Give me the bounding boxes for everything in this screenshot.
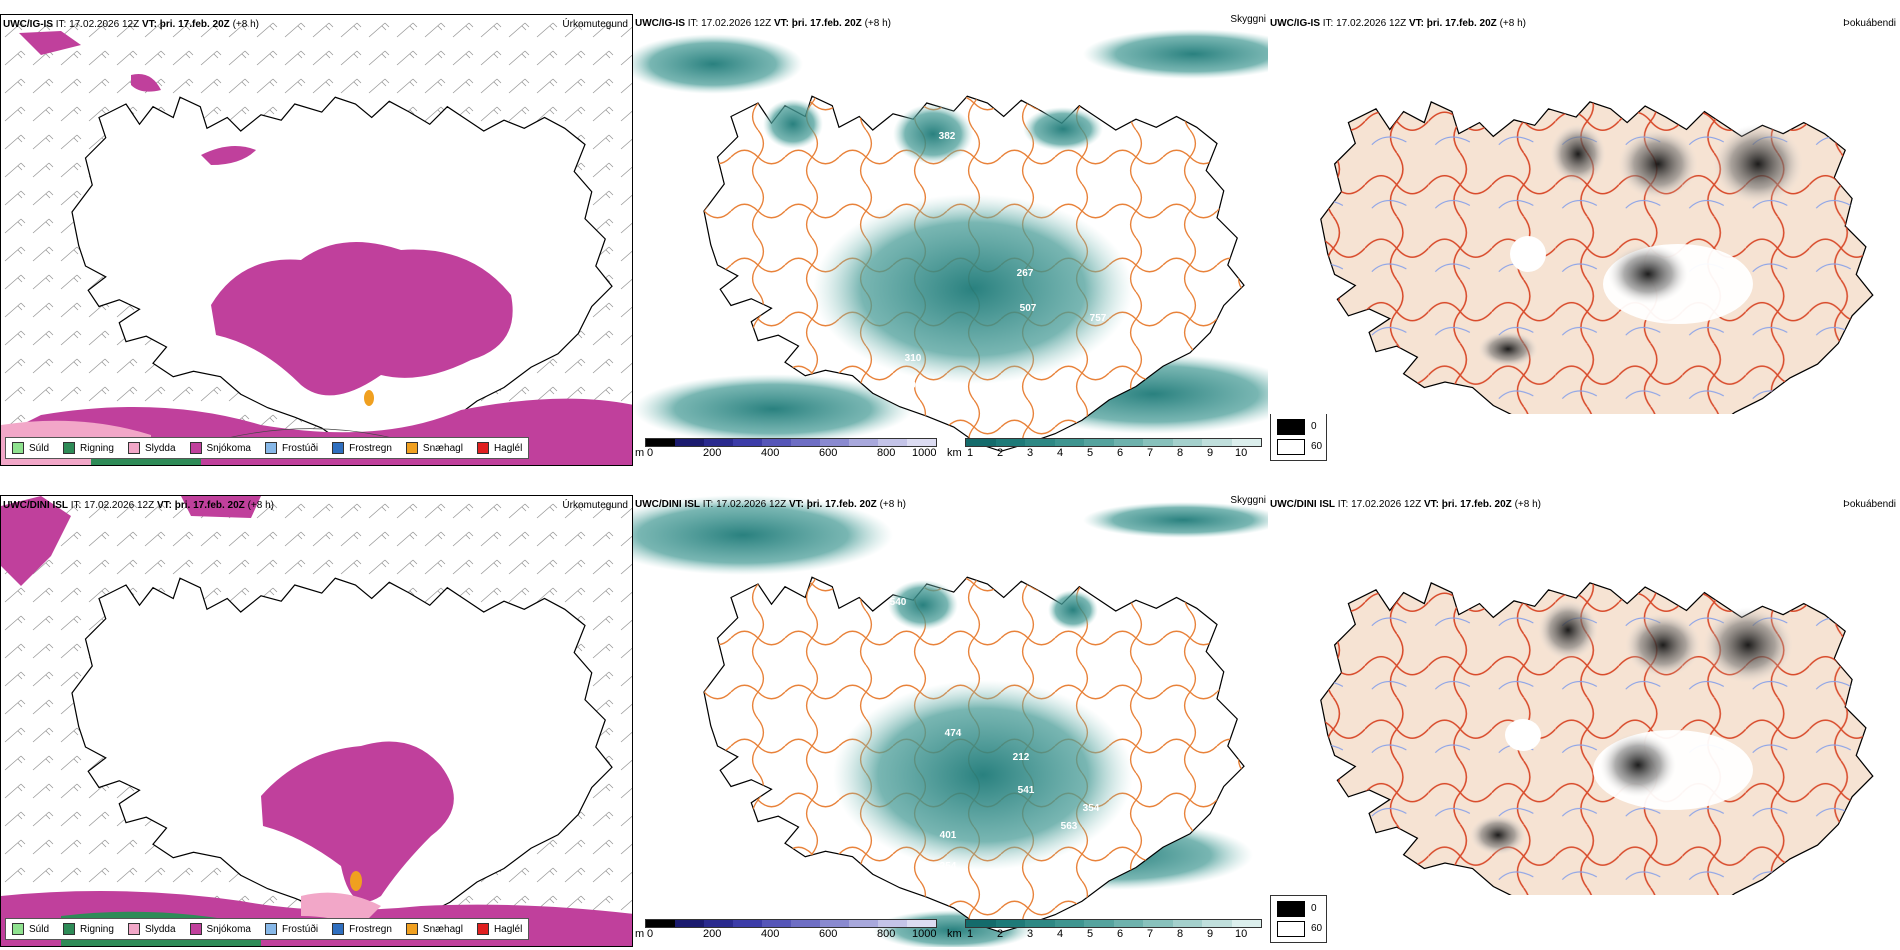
legend-item: Slydda (127, 923, 176, 935)
ceiling-value: 354 (940, 861, 957, 872)
precip-legend: Súld Rigning Slydda Snjókoma Frostúði Fr… (5, 437, 530, 459)
ceiling-colorbar (645, 438, 937, 447)
ceiling-value: 474 (945, 728, 962, 739)
legend-item: Rigning (63, 442, 114, 454)
legend-swatch-light (1277, 439, 1305, 455)
visibility-title-row2: UWC/DINI ISL IT: 17.02.2026 12Z VT: þri.… (635, 499, 906, 510)
cloud-legend-row2: 0 60 (1270, 895, 1327, 943)
legend-item: Frostregn (332, 442, 392, 454)
legend-item: Slydda (127, 442, 176, 454)
legend-item: Snæhagl (405, 442, 463, 454)
legend-swatch (127, 442, 140, 454)
legend-swatch (332, 923, 345, 935)
precip-panel-row1: UWC/IG-IS IT: 17.02.2026 12Z VT: þri. 17… (0, 14, 633, 466)
visibility-title-row1: UWC/IG-IS IT: 17.02.2026 12Z VT: þri. 17… (635, 18, 891, 29)
legend-swatch (332, 442, 345, 454)
visibility-panel-row2: 977 540 474 212 541 354 563 401 354 UWC/… (633, 495, 1268, 947)
legend-item: Frostúði (264, 442, 318, 454)
precip-panel-label: Úrkomutegund (562, 500, 628, 511)
visibility-colorbars: m 0 200 400 600 800 1000 km 1 2 3 4 5 6 … (635, 438, 1265, 460)
fog-panel-row2: UWC/DINI ISL IT: 17.02.2026 12Z VT: þri.… (1268, 495, 1900, 895)
visibility-panel-label: Skyggni (1230, 495, 1266, 506)
legend-item: Súld (12, 442, 49, 454)
ceiling-value: 977 (893, 507, 910, 518)
legend-swatch (127, 923, 140, 935)
legend-swatch (12, 923, 24, 935)
ceiling-value: 401 (940, 830, 957, 841)
precip-panel-label: Úrkomutegund (562, 19, 628, 30)
legend-item: Snjókoma (189, 442, 251, 454)
legend-item: Snæhagl (405, 923, 463, 935)
precip-legend: Súld Rigning Slydda Snjókoma Frostúði Fr… (5, 918, 530, 940)
legend-swatch-dark (1277, 419, 1305, 435)
ceiling-value: 540 (890, 597, 907, 608)
legend-item: Frostúði (264, 923, 318, 935)
legend-item: Snjókoma (189, 923, 251, 935)
ceiling-value: 212 (1013, 752, 1030, 763)
ceiling-value: 382 (939, 131, 956, 142)
fog-map (1320, 582, 1874, 895)
legend-item: Haglél (476, 442, 522, 454)
fog-title-row2: UWC/DINI ISL IT: 17.02.2026 12Z VT: þri.… (1270, 499, 1541, 510)
ceiling-value: 563 (1061, 821, 1078, 832)
legend-item: Haglél (476, 923, 522, 935)
legend-swatch (189, 442, 202, 454)
fog-map (1320, 101, 1874, 414)
fog-panel-label: Þokuábendi (1843, 18, 1896, 29)
vis-colorbar (965, 438, 1262, 447)
precip-title-row1: UWC/IG-IS IT: 17.02.2026 12Z VT: þri. 17… (3, 19, 259, 30)
ceiling-value: 541 (1018, 785, 1035, 796)
ceiling-value: 354 (1083, 803, 1100, 814)
ceiling-value: 507 (1020, 303, 1037, 314)
legend-swatch (63, 923, 76, 935)
legend-swatch (476, 923, 489, 935)
precip-map (1, 15, 632, 465)
legend-swatch (264, 442, 277, 454)
legend-swatch (189, 923, 202, 935)
precip-title-row2: UWC/DINI ISL IT: 17.02.2026 12Z VT: þri.… (3, 500, 274, 511)
visibility-panel-row1: 382 267 507 757 310 393 UWC/IG-IS IT: 17… (633, 14, 1268, 466)
precip-map (1, 496, 632, 946)
legend-item: Súld (12, 923, 49, 935)
legend-swatch-dark (1277, 901, 1305, 917)
visibility-panel-label: Skyggni (1230, 14, 1266, 25)
legend-swatch (63, 442, 76, 454)
legend-swatch (476, 442, 489, 454)
visibility-colorbars: m 0 200 400 600 800 1000 km 1 2 3 4 5 6 … (635, 919, 1265, 941)
legend-swatch (405, 923, 418, 935)
legend-swatch-light (1277, 921, 1305, 937)
fog-panel-label: Þokuábendi (1843, 499, 1896, 510)
legend-swatch (405, 442, 418, 454)
precip-panel-row2: UWC/DINI ISL IT: 17.02.2026 12Z VT: þri.… (0, 495, 633, 947)
ceiling-value: 757 (1090, 313, 1107, 324)
fog-title-row1: UWC/IG-IS IT: 17.02.2026 12Z VT: þri. 17… (1270, 18, 1526, 29)
ceiling-colorbar (645, 919, 937, 928)
legend-item: Rigning (63, 923, 114, 935)
cloud-legend-row1: 0 60 (1270, 413, 1327, 461)
legend-item: Frostregn (332, 923, 392, 935)
vis-colorbar (965, 919, 1262, 928)
ceiling-value: 310 (905, 353, 922, 364)
legend-swatch (264, 923, 277, 935)
legend-swatch (12, 442, 24, 454)
ceiling-value: 267 (1017, 268, 1034, 279)
visibility-map: 977 540 474 212 541 354 563 401 354 (633, 495, 1268, 947)
ceiling-value: 393 (905, 380, 922, 391)
visibility-map: 382 267 507 757 310 393 (633, 29, 1268, 452)
fog-panel-row1: UWC/IG-IS IT: 17.02.2026 12Z VT: þri. 17… (1268, 14, 1900, 414)
